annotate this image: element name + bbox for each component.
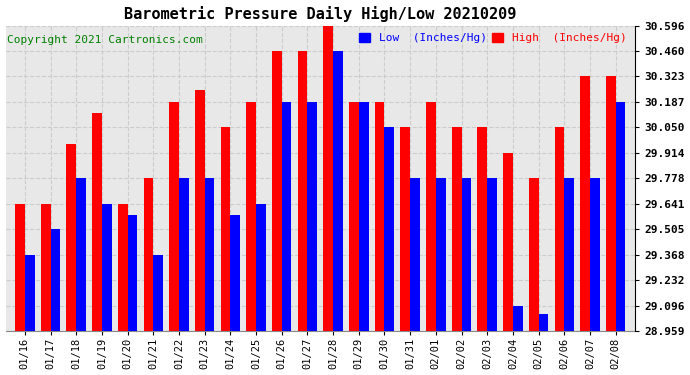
Bar: [205, 178, 215, 331]
Bar: [513, 306, 522, 331]
Bar: [118, 204, 128, 331]
Bar: [539, 314, 549, 331]
Bar: [66, 144, 76, 331]
Bar: [41, 204, 50, 331]
Title: Barometric Pressure Daily High/Low 20210209: Barometric Pressure Daily High/Low 20210…: [124, 6, 516, 21]
Bar: [555, 128, 564, 331]
Bar: [169, 102, 179, 331]
Bar: [436, 178, 446, 331]
Bar: [144, 178, 153, 331]
Bar: [102, 204, 112, 331]
Bar: [452, 128, 462, 331]
Text: Copyright 2021 Cartronics.com: Copyright 2021 Cartronics.com: [7, 34, 203, 45]
Bar: [400, 128, 410, 331]
Bar: [25, 255, 34, 331]
Legend: Low  (Inches/Hg), High  (Inches/Hg): Low (Inches/Hg), High (Inches/Hg): [357, 31, 629, 46]
Bar: [606, 76, 615, 331]
Bar: [272, 51, 282, 331]
Bar: [359, 102, 368, 331]
Bar: [50, 229, 60, 331]
Bar: [349, 102, 359, 331]
Bar: [375, 102, 384, 331]
Bar: [153, 255, 163, 331]
Bar: [410, 178, 420, 331]
Bar: [426, 102, 436, 331]
Bar: [384, 128, 394, 331]
Bar: [564, 178, 574, 331]
Bar: [128, 215, 137, 331]
Bar: [246, 102, 256, 331]
Bar: [615, 102, 625, 331]
Bar: [477, 128, 487, 331]
Bar: [503, 153, 513, 331]
Bar: [307, 102, 317, 331]
Bar: [297, 51, 307, 331]
Bar: [462, 178, 471, 331]
Bar: [230, 215, 240, 331]
Bar: [256, 204, 266, 331]
Bar: [15, 204, 25, 331]
Bar: [580, 76, 590, 331]
Bar: [179, 178, 188, 331]
Bar: [195, 90, 205, 331]
Bar: [92, 112, 102, 331]
Bar: [76, 178, 86, 331]
Bar: [333, 51, 343, 331]
Bar: [324, 26, 333, 331]
Bar: [487, 178, 497, 331]
Bar: [221, 128, 230, 331]
Bar: [590, 178, 600, 331]
Bar: [282, 102, 291, 331]
Bar: [529, 178, 539, 331]
